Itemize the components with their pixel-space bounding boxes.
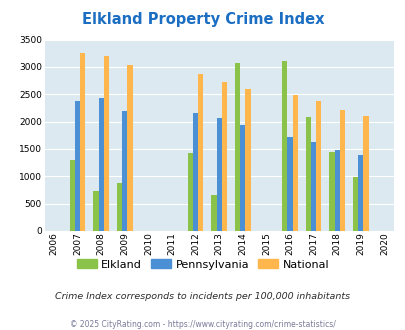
Bar [334,149,339,231]
Bar [310,142,315,231]
Bar [362,116,368,231]
Text: Elkland Property Crime Index: Elkland Property Crime Index [81,12,324,26]
Bar [240,125,245,231]
Bar [211,195,216,231]
Bar [328,152,334,231]
Bar [292,95,297,231]
Bar [75,101,80,231]
Bar [98,98,104,231]
Bar [198,74,203,231]
Bar [245,89,250,231]
Bar [216,118,221,231]
Text: © 2025 CityRating.com - https://www.cityrating.com/crime-statistics/: © 2025 CityRating.com - https://www.city… [70,320,335,329]
Legend: Elkland, Pennsylvania, National: Elkland, Pennsylvania, National [72,255,333,274]
Bar [221,82,226,231]
Bar [281,61,287,231]
Bar [192,114,198,231]
Bar [188,153,193,231]
Bar [117,183,122,231]
Bar [80,53,85,231]
Bar [122,111,127,231]
Bar [93,191,98,231]
Text: Crime Index corresponds to incidents per 100,000 inhabitants: Crime Index corresponds to incidents per… [55,292,350,301]
Bar [357,155,362,231]
Bar [127,65,132,231]
Bar [315,101,321,231]
Bar [305,117,310,231]
Bar [70,160,75,231]
Bar [352,177,357,231]
Bar [234,63,240,231]
Bar [104,56,109,231]
Bar [339,110,344,231]
Bar [287,137,292,231]
